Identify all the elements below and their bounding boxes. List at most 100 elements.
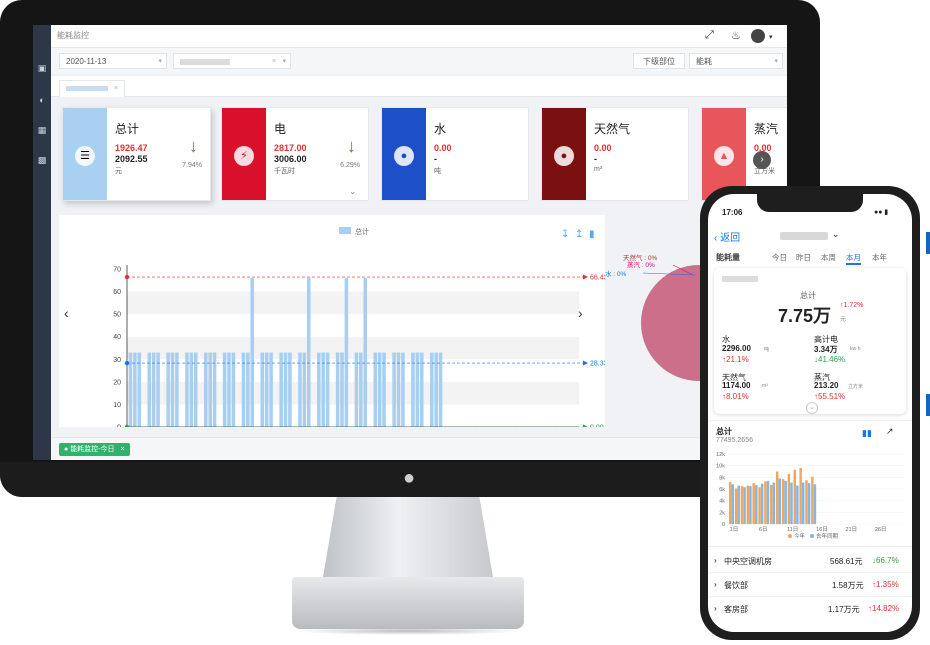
lightning-icon: ⚡: [234, 146, 254, 166]
card-water[interactable]: ● 水 0.00 - 吨: [381, 107, 529, 201]
back-button[interactable]: ‹ 返回: [714, 229, 740, 244]
legend-swatch: [339, 227, 351, 234]
date-select[interactable]: 2020-11-13 ▾: [59, 53, 167, 69]
hotel-chevron-icon[interactable]: ⌄: [832, 229, 840, 239]
cards-next-button[interactable]: ›: [753, 151, 771, 169]
bar: [128, 352, 133, 427]
app-topbar: 能耗监控 ⤢ ♨ ▾: [51, 25, 787, 48]
fullscreen-icon[interactable]: ⤢: [705, 29, 714, 41]
card-steam[interactable]: ▲ 蒸汽 0.00 - 立方米: [701, 107, 787, 201]
sidebar-monitor-icon[interactable]: ▣: [37, 63, 47, 73]
mini-bar-this-year: [793, 469, 796, 524]
chevron-down-icon: ▾: [774, 58, 778, 65]
sidebar-clock-icon[interactable]: ◐: [39, 95, 45, 105]
tab-close-icon[interactable]: ×: [113, 85, 119, 92]
bar: [193, 352, 198, 427]
metric-value: 2296.00: [722, 344, 751, 353]
sidebar-grid-icon[interactable]: ▦: [37, 125, 47, 135]
bar: [133, 352, 137, 427]
bell-icon[interactable]: ♨: [731, 30, 741, 42]
metric-unit: 吨: [764, 347, 770, 353]
list-item-name: 中央空调机房: [724, 557, 772, 566]
mini-bar-this-year: [775, 471, 779, 524]
tab-strip: ×: [51, 76, 787, 97]
metric-unit: m³: [762, 383, 768, 389]
apple-logo-icon: ●: [402, 467, 416, 489]
side-accent: [926, 394, 930, 416]
building-select[interactable]: × ▾: [173, 53, 291, 69]
list-item[interactable]: › 中央空调机房 568.61元 ↓66.7%: [708, 550, 912, 572]
metric-change-value: 8.01%: [726, 392, 749, 401]
phone-notch: [757, 194, 863, 212]
pie-leader-line: [672, 264, 694, 276]
blurred-card-title: [722, 276, 758, 282]
bar: [227, 352, 231, 427]
y-tick-label: 0: [117, 425, 121, 428]
metric-value: 1174.00: [722, 381, 751, 390]
marker-label: 28.33: [590, 361, 605, 368]
mini-bar-last-year: [755, 484, 758, 524]
mini-bar-last-year: [743, 487, 746, 524]
bar: [302, 352, 307, 427]
line-chart-icon[interactable]: ↥: [575, 229, 583, 240]
task-chip-close-icon[interactable]: ×: [120, 446, 125, 453]
list-item-change-value: 1.35%: [876, 580, 899, 589]
metric-unit: 立方米: [848, 384, 864, 390]
list-item[interactable]: › 客房部 1.17万元 ↑14.82%: [708, 598, 912, 620]
expand-chevron-icon[interactable]: ⌄: [806, 402, 818, 414]
metric-name: 高计电: [814, 335, 838, 344]
chart-section-value: 77495.2656: [716, 437, 753, 444]
task-chip[interactable]: ● 能耗监控-今日 ×: [59, 443, 130, 456]
tab-year[interactable]: 本年: [872, 253, 887, 262]
tab-month[interactable]: 本月: [846, 252, 861, 265]
avatar[interactable]: [751, 29, 765, 43]
divider: [708, 572, 912, 573]
chart-prev-icon[interactable]: ‹: [64, 305, 69, 321]
tab-today[interactable]: 今日: [772, 253, 787, 262]
grid-band: [127, 336, 579, 360]
chart-next-icon[interactable]: ›: [578, 305, 583, 321]
bar: [260, 352, 265, 427]
list-item-change-value: 66.7%: [876, 556, 899, 565]
clear-icon[interactable]: ×: [271, 58, 276, 65]
bar: [189, 352, 194, 427]
expand-chevron-icon[interactable]: ⌄: [349, 187, 356, 196]
energy-select-value: 能耗: [696, 57, 712, 66]
mini-y-tick: 4k: [719, 499, 725, 505]
marker-label: 66.43: [590, 275, 605, 282]
bar: [283, 352, 288, 427]
energy-select[interactable]: 能耗 ▾: [689, 53, 783, 69]
card-unit: m³: [594, 166, 603, 173]
blurred-building-name: [180, 58, 230, 65]
card-value-current: 0.00: [594, 143, 612, 153]
sidebar-chart-icon[interactable]: ▩: [37, 155, 47, 165]
tab-building[interactable]: ×: [59, 80, 126, 97]
sub-dept-button[interactable]: 下级部位: [633, 53, 685, 69]
bar: [359, 352, 363, 427]
bar-chart-icon[interactable]: ▮: [589, 229, 595, 240]
water-drop-icon: ●: [394, 146, 414, 166]
card-electricity[interactable]: ⚡ 电 2817.00 3006.00 千瓦时 ↓ 6.29% ⌄: [221, 107, 369, 201]
status-time: 17:06: [722, 208, 743, 217]
list-item-name: 客房部: [724, 605, 748, 614]
bar: [306, 278, 311, 427]
list-item-change: ↑1.35%: [872, 580, 899, 589]
arrow-down-icon: ↓: [189, 136, 198, 156]
tab-week[interactable]: 本周: [821, 253, 836, 262]
card-total[interactable]: ☰ 总计 1926.47 2092.55 元 ↓ 7.94%: [62, 107, 211, 201]
bar: [396, 352, 401, 427]
layers-icon: ☰: [75, 146, 95, 166]
tab-yesterday[interactable]: 昨日: [796, 253, 811, 262]
download-icon[interactable]: ↧: [561, 229, 569, 240]
list-item[interactable]: › 餐饮部 1.58万元 ↑1.35%: [708, 574, 912, 596]
chevron-down-icon[interactable]: ▾: [769, 34, 773, 41]
bar-chart-icon[interactable]: ▮▮: [862, 428, 872, 438]
mini-bar-last-year: [784, 480, 787, 524]
mini-x-tick: 26日: [875, 526, 887, 533]
monitor-chin: [0, 462, 820, 497]
card-gas[interactable]: ● 天然气 0.00 - m³: [541, 107, 689, 201]
line-chart-icon[interactable]: ↗: [886, 426, 894, 436]
mini-bar-last-year: [778, 478, 781, 524]
marker-arrow: [583, 274, 588, 280]
y-tick-label: 40: [113, 334, 121, 341]
